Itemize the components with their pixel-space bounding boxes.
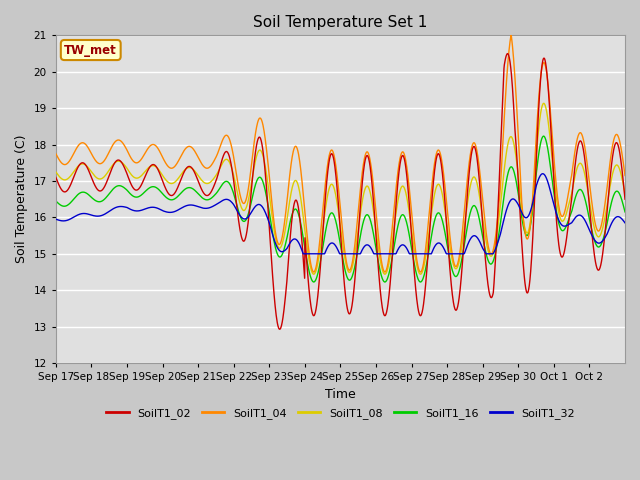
SoilT1_08 [63,177,70,182]
SoilT1_04 [343,262,351,268]
SoilT1_08 [52,169,60,175]
SoilT1_02 [63,188,70,194]
SoilT1_32 [344,251,351,257]
SoilT1_04 [445,219,452,225]
SoilT1_02 [585,199,593,205]
SoilT1_16 [343,274,351,280]
SoilT1_16 [52,198,60,204]
SoilT1_32 [445,251,452,257]
SoilT1_16 [585,215,593,220]
SoilT1_08 [154,166,161,171]
Y-axis label: Soil Temperature (C): Soil Temperature (C) [15,135,28,264]
SoilT1_32 [310,251,317,257]
SoilT1_32 [585,227,593,232]
Line: SoilT1_16: SoilT1_16 [56,136,625,282]
SoilT1_32 [52,216,60,222]
SoilT1_08 [343,265,351,271]
X-axis label: Time: Time [325,388,356,401]
SoilT1_02 [621,196,629,202]
SoilT1_16 [63,203,70,209]
SoilT1_08 [540,100,548,106]
SoilT1_08 [309,271,317,277]
SoilT1_02 [310,313,317,319]
SoilT1_16 [621,209,629,215]
SoilT1_16 [417,279,424,285]
SoilT1_32 [63,217,70,223]
SoilT1_04 [621,173,629,179]
SoilT1_08 [621,191,629,197]
Line: SoilT1_08: SoilT1_08 [56,103,625,274]
SoilT1_04 [52,151,60,156]
SoilT1_32 [539,171,547,177]
Line: SoilT1_04: SoilT1_04 [56,35,625,272]
Legend: SoilT1_02, SoilT1_04, SoilT1_08, SoilT1_16, SoilT1_32: SoilT1_02, SoilT1_04, SoilT1_08, SoilT1_… [102,403,579,423]
SoilT1_04 [309,269,317,275]
SoilT1_16 [445,249,452,255]
SoilT1_02 [445,247,452,253]
SoilT1_16 [154,186,161,192]
SoilT1_02 [344,306,351,312]
Line: SoilT1_32: SoilT1_32 [56,174,625,254]
SoilT1_32 [621,220,629,226]
SoilT1_04 [585,177,593,182]
SoilT1_04 [508,32,515,38]
SoilT1_08 [417,271,424,277]
SoilT1_04 [63,161,70,167]
Title: Soil Temperature Set 1: Soil Temperature Set 1 [253,15,428,30]
SoilT1_08 [445,233,452,239]
SoilT1_04 [417,269,424,275]
Line: SoilT1_02: SoilT1_02 [56,54,625,329]
SoilT1_04 [154,145,161,151]
SoilT1_02 [276,326,284,332]
SoilT1_02 [154,166,161,172]
SoilT1_08 [585,196,593,202]
SoilT1_02 [504,51,511,57]
SoilT1_16 [309,279,317,285]
SoilT1_16 [540,133,547,139]
Text: TW_met: TW_met [65,44,117,57]
SoilT1_32 [300,251,307,257]
SoilT1_32 [154,205,161,211]
SoilT1_02 [52,174,60,180]
